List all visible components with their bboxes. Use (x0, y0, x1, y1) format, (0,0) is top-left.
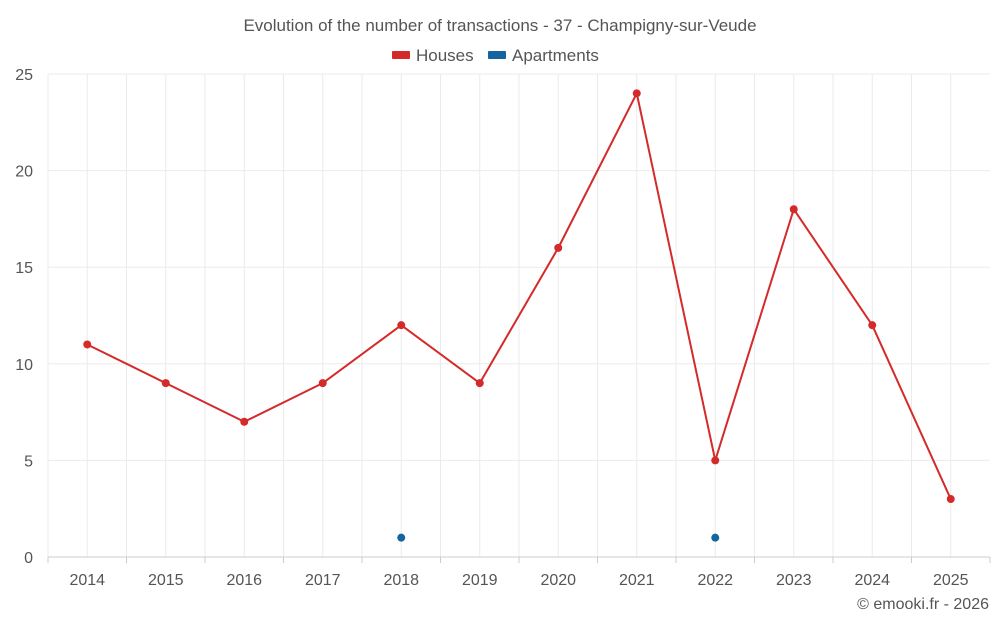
data-point-houses[interactable] (868, 321, 877, 330)
data-point-houses[interactable] (318, 379, 327, 388)
credit-text: © emooki.fr - 2026 (857, 596, 989, 613)
legend-label-houses[interactable]: Houses (416, 46, 474, 65)
data-point-houses[interactable] (554, 243, 563, 252)
series-line-houses (86, 92, 952, 500)
data-point-houses[interactable] (240, 417, 249, 426)
x-tick-label: 2022 (697, 572, 733, 589)
data-point-apartments[interactable] (711, 533, 720, 542)
data-point-houses[interactable] (632, 89, 641, 98)
y-axis-ticks: 0 5 10 15 20 25 (15, 67, 33, 567)
data-point-houses[interactable] (946, 495, 955, 504)
y-tick-label: 20 (15, 164, 33, 181)
y-tick-label: 10 (15, 357, 33, 374)
x-tick-label: 2020 (540, 572, 576, 589)
x-axis-ticks: 2014 2015 2016 2017 2018 2019 2020 2021 2022 2023… (69, 572, 968, 589)
x-tick-label: 2024 (854, 572, 890, 589)
x-tick-label: 2015 (148, 572, 184, 589)
x-tick-label: 2017 (305, 572, 341, 589)
grid (48, 73, 990, 557)
x-tick-label: 2023 (776, 572, 812, 589)
data-point-houses[interactable] (83, 340, 92, 349)
y-tick-label: 5 (24, 453, 33, 470)
x-tick-label: 2018 (383, 572, 419, 589)
legend-label-apartments[interactable]: Apartments (512, 46, 599, 65)
x-tick-label: 2025 (933, 572, 969, 589)
data-point-houses[interactable] (711, 456, 720, 465)
x-tick-label: 2021 (619, 572, 655, 589)
y-tick-label: 0 (24, 550, 33, 567)
data-point-houses[interactable] (475, 379, 484, 388)
data-point-houses[interactable] (397, 321, 406, 330)
axes (47, 74, 991, 563)
data-point-apartments[interactable] (397, 533, 406, 542)
y-tick-label: 15 (15, 260, 33, 277)
series-points (83, 89, 955, 542)
legend-swatch-houses (392, 51, 410, 59)
legend: Houses Apartments (392, 46, 599, 65)
x-tick-label: 2016 (226, 572, 262, 589)
y-tick-label: 25 (15, 67, 33, 84)
chart-title: Evolution of the number of transactions … (243, 16, 756, 35)
x-tick-label: 2014 (69, 572, 105, 589)
series-lines (86, 92, 952, 500)
legend-swatch-apartments (488, 51, 506, 59)
data-point-houses[interactable] (161, 379, 170, 388)
x-tick-label: 2019 (462, 572, 498, 589)
data-point-houses[interactable] (789, 205, 798, 214)
